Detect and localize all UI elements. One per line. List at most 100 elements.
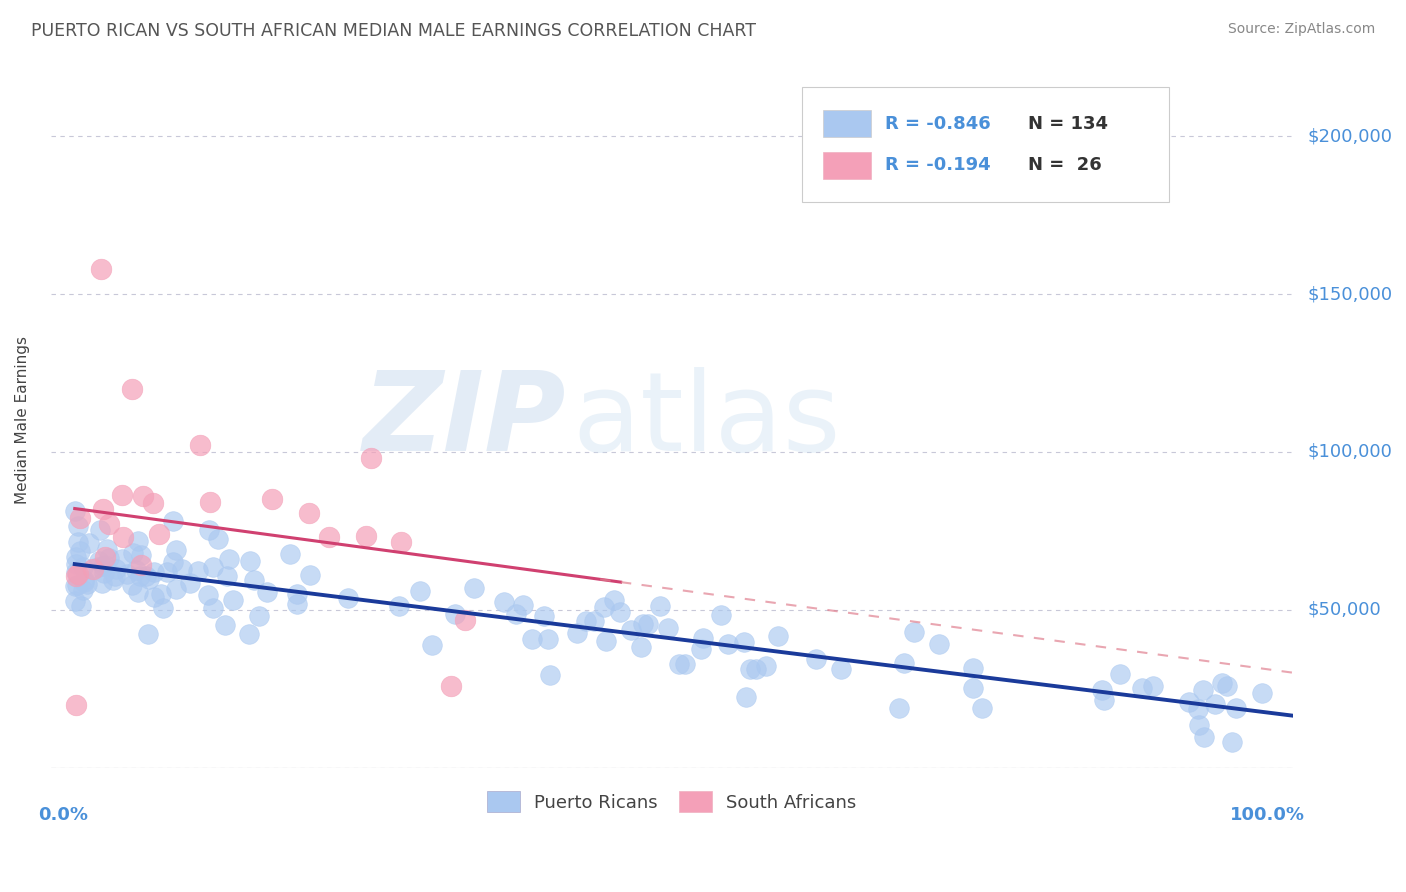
Point — [129, 549, 152, 563]
Point — [82, 562, 104, 576]
Point — [91, 559, 114, 574]
Point — [533, 609, 555, 624]
Point — [637, 617, 659, 632]
Point — [94, 558, 117, 572]
Point — [148, 526, 170, 541]
Point — [162, 514, 184, 528]
Point — [127, 534, 149, 549]
Point — [409, 583, 432, 598]
Point — [66, 535, 89, 549]
Point — [1220, 735, 1243, 749]
Point — [63, 579, 86, 593]
Point — [198, 494, 221, 508]
Text: Source: ZipAtlas.com: Source: ZipAtlas.com — [1227, 22, 1375, 37]
Point — [595, 634, 617, 648]
Point — [668, 657, 690, 671]
Point — [238, 627, 260, 641]
Point — [136, 627, 159, 641]
Point — [1132, 681, 1154, 695]
Text: $150,000: $150,000 — [1308, 285, 1393, 303]
Point — [603, 593, 626, 607]
Point — [77, 536, 100, 550]
Point — [111, 551, 134, 566]
Point — [388, 599, 411, 613]
Point — [121, 382, 143, 396]
Point — [98, 516, 121, 531]
Point — [89, 523, 111, 537]
Point — [222, 592, 245, 607]
Point — [112, 530, 135, 544]
Point — [609, 605, 631, 619]
Point — [492, 594, 515, 608]
Point — [201, 559, 224, 574]
Legend: Puerto Ricans, South Africans: Puerto Ricans, South Africans — [478, 782, 866, 822]
Point — [156, 566, 179, 580]
Point — [105, 562, 128, 576]
Point — [91, 575, 114, 590]
Point — [72, 582, 94, 597]
Point — [887, 701, 910, 715]
Point — [66, 578, 89, 592]
Point — [806, 652, 828, 666]
Point — [260, 492, 283, 507]
Point — [673, 657, 696, 671]
Point — [692, 631, 714, 645]
Point — [162, 555, 184, 569]
Text: PUERTO RICAN VS SOUTH AFRICAN MEDIAN MALE EARNINGS CORRELATION CHART: PUERTO RICAN VS SOUTH AFRICAN MEDIAN MAL… — [31, 22, 756, 40]
Text: N = 134: N = 134 — [1028, 115, 1108, 133]
Text: R = -0.846: R = -0.846 — [886, 115, 991, 133]
Text: 100.0%: 100.0% — [1230, 805, 1305, 824]
Point — [73, 575, 96, 590]
Point — [65, 698, 87, 712]
Point — [138, 572, 160, 586]
Point — [690, 641, 713, 656]
Point — [318, 530, 340, 544]
Point — [129, 568, 152, 582]
Point — [1216, 679, 1239, 693]
FancyBboxPatch shape — [824, 153, 870, 178]
Point — [69, 544, 91, 558]
Point — [115, 567, 138, 582]
Point — [198, 523, 221, 537]
Point — [648, 599, 671, 613]
Point — [278, 547, 301, 561]
Point — [734, 690, 756, 704]
Point — [463, 581, 485, 595]
Point — [67, 566, 90, 581]
Point — [538, 668, 561, 682]
Point — [1188, 718, 1211, 732]
Point — [179, 575, 201, 590]
Point — [90, 261, 112, 276]
Point — [717, 637, 740, 651]
Point — [86, 560, 108, 574]
Point — [337, 591, 360, 605]
Point — [1142, 679, 1164, 693]
Point — [65, 550, 87, 565]
Point — [67, 519, 90, 533]
Point — [197, 589, 219, 603]
Point — [1251, 686, 1274, 700]
Point — [63, 504, 86, 518]
Text: $200,000: $200,000 — [1308, 128, 1393, 145]
Point — [150, 586, 173, 600]
Text: ZIP: ZIP — [363, 367, 567, 474]
Point — [73, 573, 96, 587]
Point — [65, 558, 87, 572]
Point — [620, 624, 643, 638]
Point — [214, 617, 236, 632]
Point — [1211, 676, 1233, 690]
Point — [1225, 701, 1247, 715]
Point — [96, 542, 118, 557]
Point — [298, 506, 321, 520]
Point — [239, 554, 262, 568]
Point — [218, 552, 240, 566]
Point — [72, 560, 94, 574]
Point — [745, 662, 768, 676]
Point — [1187, 701, 1209, 715]
Text: N =  26: N = 26 — [1028, 156, 1102, 174]
Point — [132, 489, 155, 503]
Point — [299, 568, 322, 582]
Point — [165, 543, 187, 558]
Point — [152, 601, 174, 615]
Text: $100,000: $100,000 — [1308, 443, 1392, 461]
